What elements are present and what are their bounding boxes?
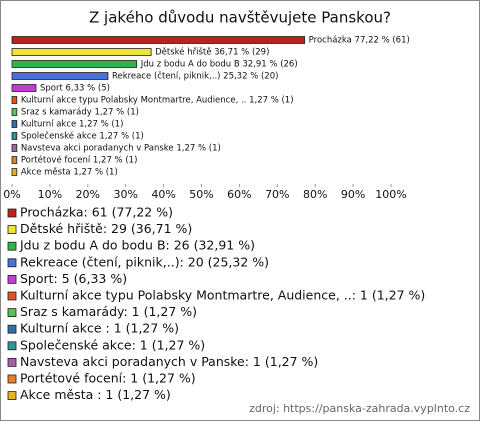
legend-swatch xyxy=(7,225,17,235)
bar-label: Dětské hřiště 36,71 % (29) xyxy=(155,47,269,58)
legend-label: Procházka: 61 (77,22 %) xyxy=(20,205,173,220)
chart-title: Z jakého důvodu navštěvujete Panskou? xyxy=(89,9,391,27)
bar xyxy=(11,168,18,176)
bar xyxy=(11,144,18,152)
bar-label: Procházka 77,22 % (61) xyxy=(309,36,410,46)
legend-swatch xyxy=(7,391,17,401)
legend-swatch xyxy=(7,291,17,301)
bar-label: Akce města 1,27 % (1) xyxy=(21,168,118,178)
legend-label: Společenské akce: 1 (1,27 %) xyxy=(20,337,205,352)
legend-label: Navsteva akci poradanych v Panske: 1 (1,… xyxy=(20,354,318,369)
bar xyxy=(11,84,37,92)
x-tick-label: 0% xyxy=(3,188,20,201)
bar-label: Kulturní akce typu Polabsky Montmartre, … xyxy=(21,96,294,106)
x-tick-label: 80% xyxy=(303,188,327,201)
bar xyxy=(11,36,306,44)
bar-label: Společenské akce 1,27 % (1) xyxy=(21,131,144,142)
legend-label: Kulturní akce typu Polabsky Montmartre, … xyxy=(20,288,425,303)
bar xyxy=(11,60,138,68)
legend-label: Kulturní akce : 1 (1,27 %) xyxy=(20,321,179,336)
bar xyxy=(11,120,18,128)
legend-swatch xyxy=(7,258,17,268)
bar xyxy=(11,132,18,140)
bar xyxy=(11,48,152,56)
bar-label: Sport 6,33 % (5) xyxy=(40,84,110,94)
x-tick-label: 90% xyxy=(341,188,365,201)
legend-swatch xyxy=(7,357,17,367)
legend-swatch xyxy=(7,241,17,251)
x-tick-label: 30% xyxy=(113,188,137,201)
legend-swatch xyxy=(7,308,17,318)
legend-swatch xyxy=(7,274,17,284)
x-tick-label: 100% xyxy=(375,188,406,201)
x-tick-label: 10% xyxy=(38,188,62,201)
bar-label: Portétové focení 1,27 % (1) xyxy=(21,155,138,166)
legend-swatch xyxy=(7,208,17,218)
legend-label: Sraz s kamarády: 1 (1,27 %) xyxy=(20,304,197,319)
legend-label: Dětské hřiště: 29 (36,71 %) xyxy=(20,221,192,236)
legend-label: Jdu z bodu A do bodu B: 26 (32,91 %) xyxy=(19,238,255,253)
x-tick-label: 50% xyxy=(189,188,213,201)
source: zdroj: https://panska-zahrada.vyplnto.cz xyxy=(249,402,470,415)
legend-label: Rekreace (čtení, piknik,..): 20 (25,32 %… xyxy=(20,254,269,269)
legend-swatch xyxy=(7,341,17,351)
bar-label: Kulturní akce 1,27 % (1) xyxy=(21,120,124,130)
bar xyxy=(11,72,109,80)
bar-label: Jdu z bodu A do bodu B 32,91 % (26) xyxy=(140,60,298,70)
bar-label: Rekreace (čtení, piknik,..) 25,32 % (20) xyxy=(112,71,278,82)
bar-label: Sraz s kamarády 1,27 % (1) xyxy=(21,108,139,118)
legend-label: Portétové focení: 1 (1,27 %) xyxy=(20,371,196,386)
x-tick-label: 40% xyxy=(151,188,175,201)
legend-label: Akce města : 1 (1,27 %) xyxy=(20,387,171,402)
bar xyxy=(11,96,18,104)
legend-swatch xyxy=(7,374,17,384)
x-tick-label: 70% xyxy=(265,188,289,201)
bar-label: Navsteva akci poradanych v Panske 1,27 %… xyxy=(21,144,221,154)
x-tick-label: 20% xyxy=(76,188,100,201)
bar xyxy=(11,156,18,164)
x-tick-label: 60% xyxy=(227,188,251,201)
bar xyxy=(11,108,18,116)
legend-label: Sport: 5 (6,33 %) xyxy=(20,271,127,286)
legend-swatch xyxy=(7,324,17,334)
